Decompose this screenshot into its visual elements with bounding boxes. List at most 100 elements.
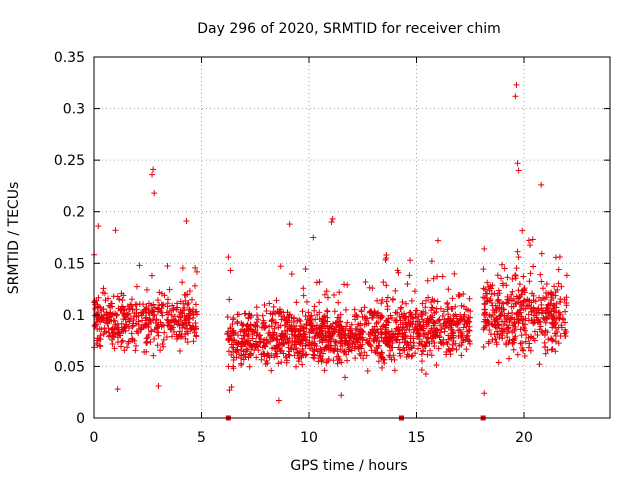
data-point bbox=[189, 296, 196, 303]
data-point bbox=[445, 311, 452, 318]
data-point bbox=[190, 338, 197, 345]
data-point bbox=[182, 331, 189, 338]
data-point bbox=[530, 304, 537, 311]
data-point bbox=[321, 312, 328, 319]
data-point bbox=[509, 276, 516, 283]
data-points bbox=[91, 81, 570, 421]
data-point bbox=[383, 282, 390, 289]
data-point bbox=[177, 314, 184, 321]
data-point bbox=[508, 291, 515, 298]
data-point bbox=[512, 323, 519, 330]
data-point bbox=[330, 320, 337, 327]
data-point bbox=[120, 309, 127, 316]
data-point bbox=[453, 315, 460, 322]
data-point bbox=[228, 384, 235, 391]
data-point bbox=[192, 264, 199, 271]
data-point bbox=[191, 329, 198, 336]
data-point bbox=[419, 311, 426, 318]
data-point bbox=[147, 317, 154, 324]
data-point bbox=[505, 324, 512, 331]
data-point bbox=[111, 329, 118, 336]
data-point bbox=[398, 304, 405, 311]
data-point bbox=[456, 293, 463, 300]
data-point bbox=[252, 341, 259, 348]
data-point bbox=[305, 309, 312, 316]
data-point bbox=[287, 345, 294, 352]
data-point bbox=[530, 263, 537, 270]
data-point bbox=[238, 320, 245, 327]
data-point bbox=[382, 329, 389, 336]
data-point bbox=[299, 348, 306, 355]
data-point bbox=[177, 308, 184, 315]
data-point bbox=[560, 316, 567, 323]
data-point bbox=[417, 322, 424, 329]
data-point bbox=[142, 307, 149, 314]
data-point bbox=[496, 305, 503, 312]
data-point bbox=[512, 272, 519, 279]
data-point bbox=[240, 348, 247, 355]
data-point bbox=[363, 320, 370, 327]
data-point bbox=[109, 340, 116, 347]
data-point bbox=[454, 321, 461, 328]
data-point bbox=[504, 325, 511, 332]
x-tick-label: 0 bbox=[90, 430, 99, 446]
data-point bbox=[455, 291, 462, 298]
data-point bbox=[97, 336, 104, 343]
data-point bbox=[179, 279, 186, 286]
data-point bbox=[522, 321, 529, 328]
data-point bbox=[364, 367, 371, 374]
data-point bbox=[369, 310, 376, 317]
data-point bbox=[430, 275, 437, 282]
data-point bbox=[404, 351, 411, 358]
data-point bbox=[396, 346, 403, 353]
data-point bbox=[445, 304, 452, 311]
data-point bbox=[291, 352, 298, 359]
data-point bbox=[160, 301, 167, 308]
data-point bbox=[437, 322, 444, 329]
data-point bbox=[267, 338, 274, 345]
data-point bbox=[182, 291, 189, 298]
data-point bbox=[292, 326, 299, 333]
data-point bbox=[163, 334, 170, 341]
data-point bbox=[306, 317, 313, 324]
data-point bbox=[302, 265, 309, 272]
data-point bbox=[512, 275, 519, 282]
data-point bbox=[253, 312, 260, 319]
data-point bbox=[179, 265, 186, 272]
data-point bbox=[451, 270, 458, 277]
data-point bbox=[297, 327, 304, 334]
data-point bbox=[557, 296, 564, 303]
data-point bbox=[402, 314, 409, 321]
data-point bbox=[326, 329, 333, 336]
data-point bbox=[345, 332, 352, 339]
data-point bbox=[489, 336, 496, 343]
data-point bbox=[118, 343, 125, 350]
data-point bbox=[415, 345, 422, 352]
data-point bbox=[494, 298, 501, 305]
data-point bbox=[183, 325, 190, 332]
data-point bbox=[379, 323, 386, 330]
data-point bbox=[562, 332, 569, 339]
data-point bbox=[563, 272, 570, 279]
data-point bbox=[101, 325, 108, 332]
data-point bbox=[107, 332, 114, 339]
data-point bbox=[504, 274, 511, 281]
data-point bbox=[378, 300, 385, 307]
data-point bbox=[108, 300, 115, 307]
data-point bbox=[538, 310, 545, 317]
data-point bbox=[288, 314, 295, 321]
data-point bbox=[353, 312, 360, 319]
data-point bbox=[131, 313, 138, 320]
data-point bbox=[273, 297, 280, 304]
data-point bbox=[280, 339, 287, 346]
data-point bbox=[491, 322, 498, 329]
data-point bbox=[509, 309, 516, 316]
data-point bbox=[336, 356, 343, 363]
data-point bbox=[420, 325, 427, 332]
data-point bbox=[234, 346, 241, 353]
data-point bbox=[108, 317, 115, 324]
data-point bbox=[283, 357, 290, 364]
data-point bbox=[428, 317, 435, 324]
data-point bbox=[131, 337, 138, 344]
data-point bbox=[517, 326, 524, 333]
